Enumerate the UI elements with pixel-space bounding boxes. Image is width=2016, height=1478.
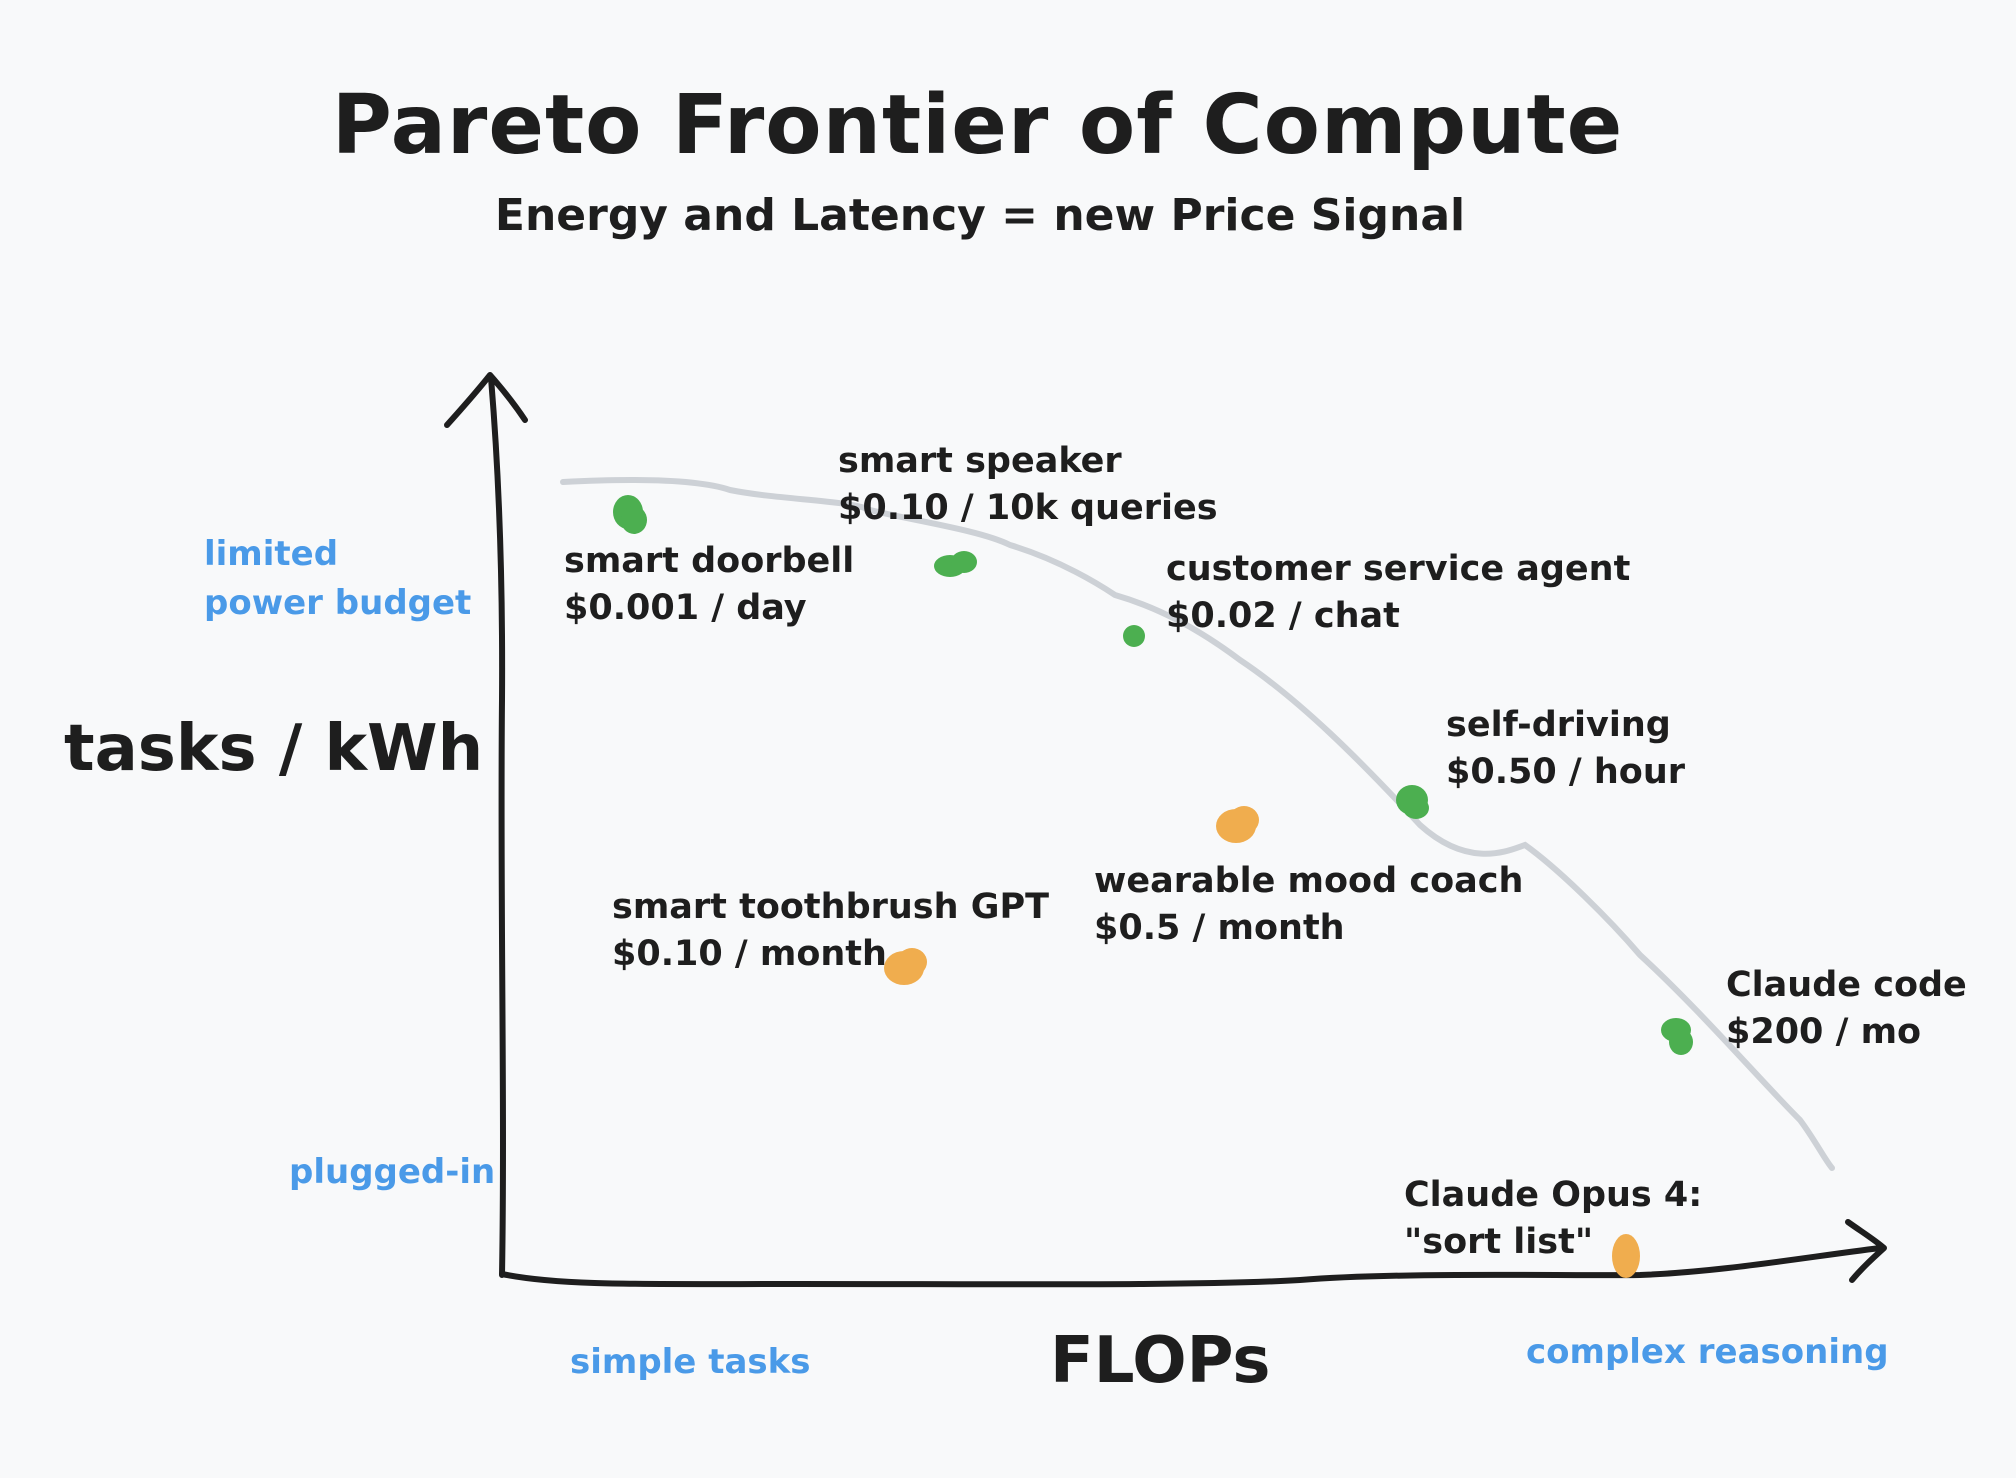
pareto-frontier-curve: [560, 477, 1835, 1171]
x-right-annotation: complex reasoning: [1526, 1332, 1889, 1372]
label-smart-toothbrush-gpt: smart toothbrush GPT $0.10 / month: [612, 884, 1049, 978]
label-name: Claude code: [1726, 965, 1967, 1005]
point-wearable-mood-coach: [1216, 806, 1259, 843]
label-customer-service-agent: customer service agent $0.02 / chat: [1166, 546, 1630, 640]
label-name: wearable mood coach: [1094, 861, 1524, 901]
point-claude-opus-4: [1612, 1234, 1640, 1278]
point-claude-code: [1661, 1018, 1693, 1055]
x-axis-line: [499, 1245, 1883, 1288]
point-smart-doorbell: [613, 495, 647, 534]
label-price: $0.50 / hour: [1446, 752, 1686, 792]
y-axis-line: [488, 375, 506, 1278]
label-claude-code: Claude code $200 / mo: [1726, 962, 1967, 1056]
label-price: "sort list": [1404, 1222, 1594, 1262]
label-price: $0.10 / 10k queries: [838, 488, 1218, 528]
y-top-annotation-line-1: limited: [204, 534, 339, 574]
label-claude-opus-4: Claude Opus 4: "sort list": [1404, 1172, 1702, 1266]
label-smart-doorbell: smart doorbell $0.001 / day: [564, 538, 854, 632]
y-top-annotation: limited power budget: [204, 530, 471, 628]
label-self-driving: self-driving $0.50 / hour: [1446, 702, 1685, 796]
label-name: smart speaker: [838, 441, 1122, 481]
x-axis-title: FLOPs: [1050, 1324, 1271, 1398]
label-price: $0.5 / month: [1094, 908, 1345, 948]
y-bottom-annotation: plugged-in: [289, 1152, 496, 1192]
label-name: Claude Opus 4:: [1404, 1175, 1703, 1215]
y-axis-title: tasks / kWh: [64, 712, 484, 786]
point-customer-service-agent: [1123, 625, 1145, 647]
diagram-title: Pareto Frontier of Compute: [331, 78, 1624, 173]
label-name: smart toothbrush GPT: [612, 887, 1049, 927]
label-name: self-driving: [1446, 705, 1671, 745]
label-price: $0.02 / chat: [1166, 596, 1400, 636]
x-left-annotation: simple tasks: [570, 1342, 811, 1382]
diagram-subtitle: Energy and Latency = new Price Signal: [494, 190, 1466, 241]
label-name: smart doorbell: [564, 541, 855, 581]
label-price: $0.10 / month: [612, 934, 887, 974]
y-axis-arrowhead: [444, 372, 528, 428]
label-name: customer service agent: [1166, 549, 1631, 589]
x-axis-arrowhead: [1845, 1219, 1887, 1283]
point-self-driving: [1396, 785, 1429, 819]
label-price: $200 / mo: [1726, 1012, 1922, 1052]
point-smart-toothbrush-gpt: [884, 948, 927, 985]
label-wearable-mood-coach: wearable mood coach $0.5 / month: [1094, 858, 1523, 952]
label-price: $0.001 / day: [564, 588, 807, 628]
point-smart-speaker: [934, 551, 977, 577]
y-top-annotation-line-2: power budget: [204, 583, 472, 623]
label-smart-speaker: smart speaker $0.10 / 10k queries: [838, 438, 1218, 532]
